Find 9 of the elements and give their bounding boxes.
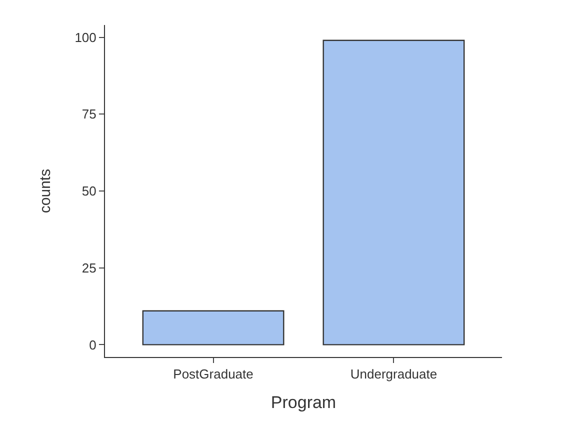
y-axis-title: counts (36, 168, 54, 214)
y-tick-label: 50 (82, 184, 96, 199)
y-tick-label: 100 (74, 30, 96, 45)
y-tick-label: 0 (89, 337, 96, 352)
y-tick-label: 75 (82, 106, 96, 122)
x-tick-label: Undergraduate (350, 366, 438, 382)
y-tick-label: 25 (82, 260, 96, 276)
x-tick-label: PostGraduate (173, 366, 254, 382)
x-axis-title: Program (270, 393, 336, 412)
